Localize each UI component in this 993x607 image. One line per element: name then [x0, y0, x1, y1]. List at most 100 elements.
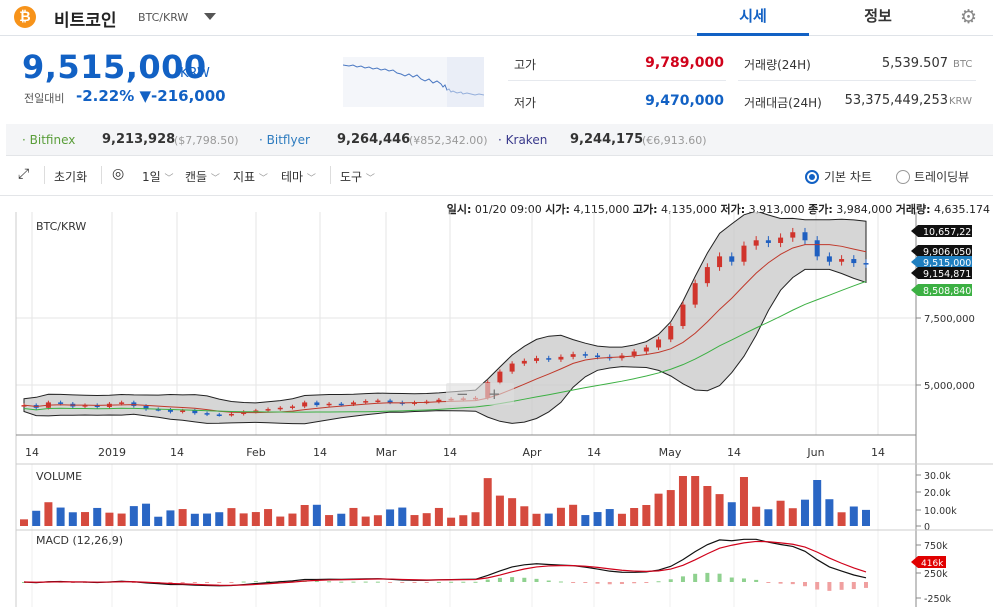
chevron-down-icon[interactable] [204, 13, 216, 20]
macd-histogram-bar [339, 581, 344, 583]
macd-histogram-bar [827, 582, 832, 591]
exchange-price-sub: (€6,913.60) [642, 134, 707, 147]
zoom-in-icon[interactable]: + [488, 385, 501, 403]
candle [643, 347, 649, 352]
macd-histogram-bar [644, 582, 649, 583]
basic-chart-label[interactable]: 기본 차트 [824, 170, 872, 184]
volume-bar [410, 515, 419, 526]
volume-bar [142, 503, 151, 526]
candle [363, 401, 369, 403]
macd-histogram-bar [449, 581, 454, 583]
macd-histogram-bar [717, 573, 722, 582]
exchange-name[interactable]: · Kraken [498, 133, 548, 147]
volume-bar [739, 477, 748, 526]
exchange-name[interactable]: · Bitflyer [259, 133, 310, 147]
zoom-out-icon[interactable]: − [456, 385, 469, 403]
y-tick-label: 20.0k [924, 488, 951, 499]
tradingview-radio[interactable] [896, 170, 910, 184]
candle [265, 409, 271, 411]
volume-bar [862, 509, 870, 526]
volume-bar [593, 512, 602, 526]
exchange-name[interactable]: · Bitfinex [22, 133, 76, 147]
tab-info[interactable]: 정보 [864, 7, 892, 25]
volume-bar [117, 513, 126, 526]
volume-bar [727, 502, 736, 526]
volume-bar [800, 499, 809, 526]
volume-bar [666, 490, 675, 526]
macd-histogram-bar [131, 582, 136, 583]
volume-bar [715, 494, 724, 526]
gear-icon[interactable]: ⚙ [960, 6, 978, 28]
reset-button[interactable]: 초기화 [54, 170, 88, 184]
tools-dropdown[interactable]: 도구 ﹀ [340, 170, 375, 184]
volume-bar [825, 499, 834, 526]
volume-bar [837, 512, 846, 526]
volume-bar [849, 506, 858, 526]
candle [119, 402, 125, 404]
volume-bar [471, 512, 480, 526]
indicator-dropdown[interactable]: 지표 ﹀ [233, 170, 268, 184]
macd-histogram-bar [241, 581, 246, 583]
macd-histogram-bar [436, 581, 441, 583]
volume-bar [337, 513, 346, 526]
expand-icon[interactable]: ⤢ [18, 166, 30, 182]
divider [44, 166, 45, 184]
tab-quote[interactable]: 시세 [697, 0, 809, 36]
volume-bar [251, 512, 260, 526]
macd-histogram-bar [497, 577, 502, 582]
macd-histogram-bar [754, 579, 759, 582]
volume-bar [81, 512, 90, 526]
theme-dropdown[interactable]: 테마 ﹀ [281, 170, 316, 184]
candle [228, 413, 234, 416]
globe-icon[interactable]: ◎ [112, 166, 125, 182]
macd-histogram-bar [741, 578, 746, 582]
y-tick-label: -250k [924, 594, 952, 605]
volume-bar [544, 513, 553, 526]
candle [436, 399, 442, 402]
candle [729, 256, 735, 262]
x-tick-label: Apr [522, 446, 542, 459]
price-tag [911, 267, 972, 279]
candle [411, 402, 417, 404]
candle [558, 356, 564, 360]
macd-histogram-bar [607, 582, 612, 585]
interval-dropdown[interactable]: 1일 ﹀ [142, 170, 174, 184]
candle [863, 263, 869, 265]
macd-histogram-bar [790, 582, 795, 585]
macd-tag-label: 416k [921, 559, 944, 569]
price-chart[interactable]: BTC/KRW − + 14 2019 14 Feb 14 Mar 14 Apr 14 May 14… [0, 212, 993, 607]
down-arrow-icon: ▼ [139, 87, 152, 105]
volume-bar [373, 515, 382, 526]
macd-histogram-bar [473, 581, 478, 583]
zoom-control[interactable]: − + [446, 383, 514, 405]
candle [204, 413, 210, 415]
candle-dropdown[interactable]: 캔들 ﹀ [185, 170, 220, 184]
volume-bar [422, 513, 431, 526]
tradingview-label[interactable]: 트레이딩뷰 [914, 170, 970, 184]
volume-bar [678, 476, 687, 526]
macd-histogram-bar [534, 578, 539, 582]
candle [839, 259, 845, 262]
macd-histogram-bar [229, 582, 234, 583]
x-tick-label: 14 [727, 446, 741, 459]
macd-histogram-bar [192, 582, 197, 583]
basic-chart-radio[interactable] [805, 170, 819, 184]
volume-bar [129, 506, 138, 526]
macd-histogram-bar [668, 579, 673, 582]
x-tick-label: Jun [806, 446, 824, 459]
candle [338, 403, 344, 406]
price-tag [911, 284, 972, 296]
x-tick-label: 14 [25, 446, 39, 459]
candle [521, 360, 527, 364]
macd-histogram-bar [632, 582, 637, 584]
volume-bar [105, 512, 114, 526]
y-tick-label: 10.00k [924, 506, 957, 517]
volume-bar [178, 509, 187, 526]
macd-histogram-bar [314, 581, 319, 583]
x-tick-label: Mar [376, 446, 397, 459]
candle [192, 410, 198, 414]
macd-histogram-bar [656, 581, 661, 583]
candle [375, 400, 381, 403]
exchange-price-sub: (¥852,342.00) [409, 134, 488, 147]
bitcoin-logo-icon: ₿ [14, 6, 36, 28]
